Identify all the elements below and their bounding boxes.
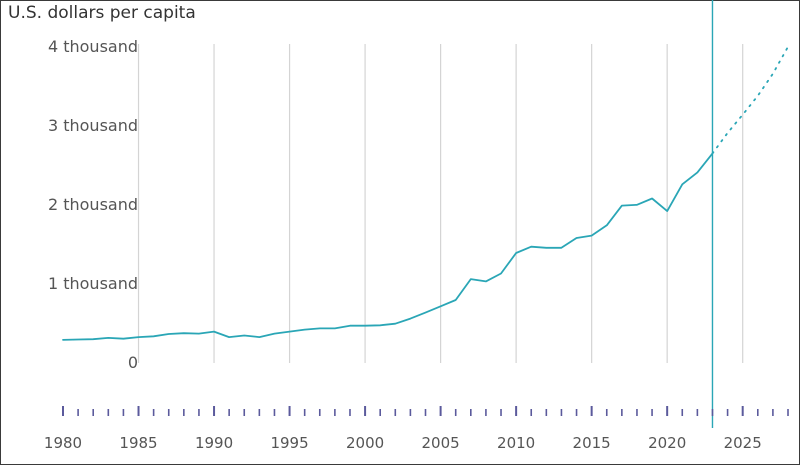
x-tick-label-2020: 2020 [648,434,686,452]
x-tick-label-1995: 1995 [270,434,308,452]
x-tick-label-1980: 1980 [44,434,82,452]
x-tick-label-1985: 1985 [119,434,157,452]
x-tick-label-2005: 2005 [422,434,460,452]
y-tick-label-0: 0 [128,353,138,372]
x-tick-label-2010: 2010 [497,434,535,452]
forecast-line [711,45,789,155]
x-axis: 1980 1985 1990 1995 2000 2005 2010 2015 2020 2025 [44,406,789,452]
data-series [62,45,789,341]
y-tick-label-3000: 3 thousand [48,116,138,135]
x-tick-label-2000: 2000 [346,434,384,452]
historical-line [62,152,714,341]
x-tick-label-2015: 2015 [573,434,611,452]
x-tick-label-1990: 1990 [195,434,233,452]
y-tick-label-1000: 1 thousand [48,274,138,293]
x-tick-label-2025: 2025 [724,434,762,452]
y-tick-label-2000: 2 thousand [48,195,138,214]
grid-lines [137,44,744,363]
y-tick-label-4000: 4 thousand [48,37,138,56]
y-axis-title: U.S. dollars per capita [8,3,196,23]
y-tick-labels: 0 1 thousand 2 thousand 3 thousand 4 thousan… [48,37,138,372]
